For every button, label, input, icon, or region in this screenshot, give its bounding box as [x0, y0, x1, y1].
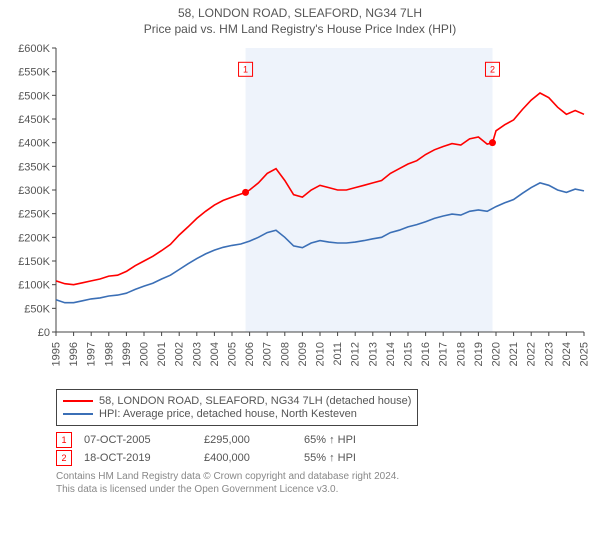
svg-text:2009: 2009: [297, 342, 309, 366]
event-row-hpi: 65% ↑ HPI: [304, 434, 404, 446]
legend-label: 58, LONDON ROAD, SLEAFORD, NG34 7LH (det…: [99, 395, 411, 407]
svg-text:2018: 2018: [455, 342, 467, 366]
svg-text:£500K: £500K: [18, 90, 50, 102]
event-row-price: £400,000: [204, 452, 304, 464]
legend: 58, LONDON ROAD, SLEAFORD, NG34 7LH (det…: [56, 389, 418, 426]
legend-swatch: [63, 413, 93, 415]
svg-text:£300K: £300K: [18, 185, 50, 197]
svg-text:1: 1: [243, 64, 248, 74]
event-row-date: 18-OCT-2019: [84, 452, 204, 464]
svg-text:2015: 2015: [403, 342, 415, 366]
svg-text:2023: 2023: [543, 342, 555, 366]
svg-text:£600K: £600K: [18, 43, 50, 55]
svg-text:1998: 1998: [103, 342, 115, 366]
event-row-date: 07-OCT-2005: [84, 434, 204, 446]
svg-text:£250K: £250K: [18, 209, 50, 221]
svg-text:£0: £0: [38, 327, 50, 339]
svg-text:£100K: £100K: [18, 280, 50, 292]
page-title: 58, LONDON ROAD, SLEAFORD, NG34 7LH: [8, 6, 592, 20]
svg-text:2021: 2021: [508, 342, 520, 366]
svg-text:£450K: £450K: [18, 114, 50, 126]
event-row: 1 07-OCT-2005£295,00065% ↑ HPI: [56, 432, 592, 448]
svg-text:2013: 2013: [367, 342, 379, 366]
svg-text:2003: 2003: [191, 342, 203, 366]
event-row-hpi: 55% ↑ HPI: [304, 452, 404, 464]
svg-text:2008: 2008: [279, 342, 291, 366]
svg-text:2006: 2006: [244, 342, 256, 366]
svg-text:2010: 2010: [315, 342, 327, 366]
svg-text:2004: 2004: [209, 342, 221, 366]
svg-text:2024: 2024: [561, 342, 573, 366]
events-table: 1 07-OCT-2005£295,00065% ↑ HPI 2 18-OCT-201…: [8, 432, 592, 466]
svg-text:2001: 2001: [156, 342, 168, 366]
footnote: Contains HM Land Registry data © Crown c…: [56, 470, 592, 496]
svg-text:£350K: £350K: [18, 161, 50, 173]
footnote-line1: Contains HM Land Registry data © Crown c…: [56, 471, 399, 482]
svg-text:2: 2: [490, 64, 495, 74]
svg-text:2017: 2017: [438, 342, 450, 366]
svg-text:1996: 1996: [68, 342, 80, 366]
svg-text:2014: 2014: [385, 342, 397, 366]
svg-text:£550K: £550K: [18, 67, 50, 79]
svg-text:2025: 2025: [579, 342, 591, 366]
svg-text:£150K: £150K: [18, 256, 50, 268]
svg-text:2020: 2020: [491, 342, 503, 366]
svg-text:2012: 2012: [350, 342, 362, 366]
svg-text:1995: 1995: [51, 342, 63, 366]
footnote-line2: This data is licensed under the Open Gov…: [56, 484, 338, 495]
legend-label: HPI: Average price, detached house, Nort…: [99, 408, 357, 420]
svg-text:2022: 2022: [526, 342, 538, 366]
svg-text:£50K: £50K: [24, 303, 50, 315]
svg-text:2007: 2007: [262, 342, 274, 366]
line-chart: £0 £50K £100K £150K £200K £250K £300K £350K £400…: [8, 42, 592, 382]
legend-swatch: [63, 400, 93, 402]
legend-item: HPI: Average price, detached house, Nort…: [63, 408, 411, 420]
event-row: 2 18-OCT-2019£400,00055% ↑ HPI: [56, 450, 592, 466]
svg-text:2002: 2002: [174, 342, 186, 366]
event-dot-1: [242, 189, 249, 196]
svg-text:2011: 2011: [332, 342, 344, 366]
page-subtitle: Price paid vs. HM Land Registry's House …: [8, 22, 592, 36]
legend-item: 58, LONDON ROAD, SLEAFORD, NG34 7LH (det…: [63, 395, 411, 407]
svg-text:£200K: £200K: [18, 232, 50, 244]
svg-text:1997: 1997: [86, 342, 98, 366]
svg-text:1999: 1999: [121, 342, 133, 366]
event-row-badge: 2: [56, 450, 72, 466]
event-row-badge: 1: [56, 432, 72, 448]
svg-text:2019: 2019: [473, 342, 485, 366]
svg-text:2000: 2000: [139, 342, 151, 366]
chart-area: £0 £50K £100K £150K £200K £250K £300K £350K £400…: [8, 42, 592, 385]
event-row-price: £295,000: [204, 434, 304, 446]
svg-text:2016: 2016: [420, 342, 432, 366]
svg-text:£400K: £400K: [18, 138, 50, 150]
event-dot-2: [489, 139, 496, 146]
svg-text:2005: 2005: [227, 342, 239, 366]
